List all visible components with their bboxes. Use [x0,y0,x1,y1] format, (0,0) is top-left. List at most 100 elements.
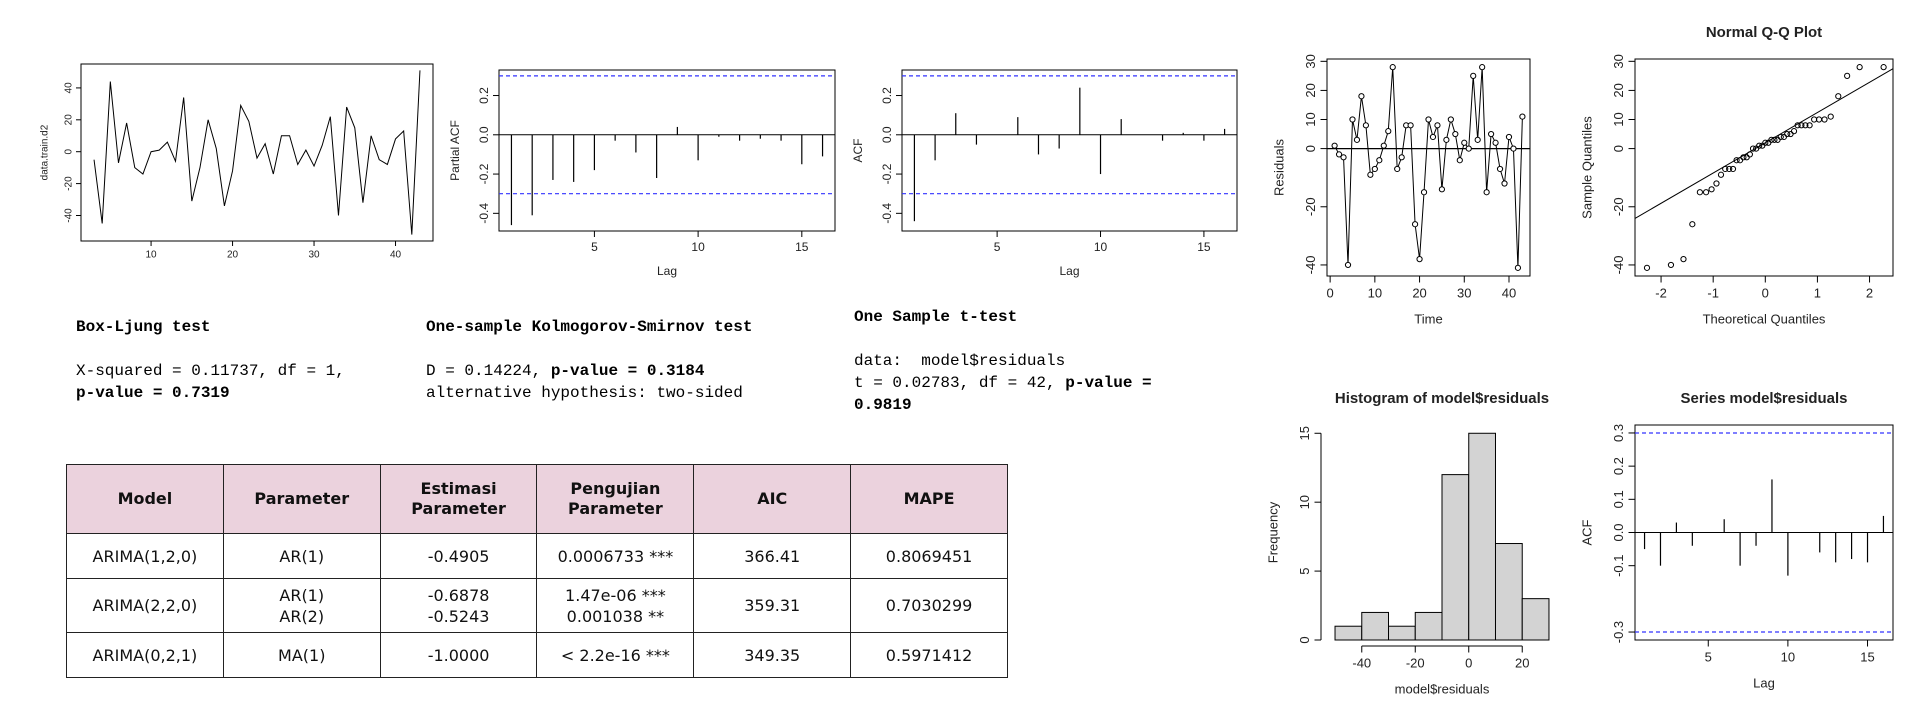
header-cell: MAPE [850,464,1008,534]
x-tick-label: 20 [1515,656,1529,671]
point [1784,130,1791,138]
table-row: ARIMA(1,2,0) AR(1) -0.4905 0.0006733 *** 366… [66,533,1008,579]
x-axis-label: Lag [1059,264,1079,278]
cell-line: ARIMA(1,2,0) [92,546,198,566]
point [1514,264,1522,271]
point [1389,64,1396,71]
point [1385,128,1392,135]
point [1456,157,1463,164]
point [1380,142,1387,149]
table-cell: AR(1) AR(2) [222,578,381,633]
model-table: Model Parameter Estimasi Parameter Pengujia… [66,464,1008,678]
point [1367,171,1374,178]
y-tick-label: 0.2 [880,87,894,104]
plot-frame [498,69,836,232]
point [1643,264,1651,271]
hist-bar [1334,625,1363,641]
test-text: p-value = [1065,374,1152,392]
point [1722,165,1729,173]
cell-line: < 2.2e-16 *** [560,645,670,665]
point [1335,151,1343,158]
table-cell: AR(1) [222,533,381,579]
y-tick-label: 30 [1611,54,1626,68]
test-text: p-value = 0.7319 [76,384,230,402]
point [1780,133,1788,141]
header-cell: AIC [693,464,852,534]
point [1787,130,1794,138]
point [1429,133,1437,141]
x-axis-label: model$residuals [1395,682,1490,697]
y-tick-label: 20 [64,114,75,126]
y-tick-label: 0.0 [1611,523,1626,541]
x-tick-label: 40 [390,250,402,261]
y-tick-label: 0.0 [477,126,491,143]
y-axis-label: ACF [1580,519,1595,545]
cell-line: 1.47e-06 *** [565,585,666,605]
y-tick-label: -0.1 [1611,554,1626,576]
point [1425,116,1432,123]
y-tick-label: 0 [1611,145,1626,152]
point [1465,145,1472,152]
x-tick-label: 1 [1814,286,1821,301]
x-tick-label: 40 [1502,286,1516,301]
point [1746,151,1753,158]
point [1344,261,1352,269]
x-tick-label: 30 [308,250,320,261]
test-line: p-value = 0.7319 [76,382,345,404]
point [1479,64,1486,71]
test-text: X-squared = 0.11737, df = 1, [76,362,345,380]
y-tick-label: -0.2 [880,163,894,184]
cell-line: AR(1) [279,546,325,566]
x-tick-label: 10 [691,240,705,254]
test-line: 0.9819 [854,394,1152,416]
x-tick-label: 10 [146,250,158,261]
y-axis-label: Residuals [1272,138,1287,196]
x-tick-label: 0 [1327,286,1334,301]
x-axis-label: Time [1414,312,1442,327]
y-axis-label: ACF [851,139,865,163]
x-tick-label: 15 [1860,650,1874,665]
point [1774,136,1781,143]
x-axis-label: Theoretical Quantiles [1703,312,1826,327]
y-tick-label: 10 [1297,495,1312,509]
table-cell: ARIMA(0,2,1) [66,632,224,678]
plot: -2 -1 0 1 2 -40 -20 0 10 20 30 Normal Q-Q Plot Theor… [1580,24,1894,327]
table-row: ARIMA(0,2,1) MA(1) -1.0000 < 2.2e-16 *** 349… [66,632,1008,678]
x-tick-label: 0 [1762,286,1769,301]
cell-line: ARIMA(2,2,0) [92,596,198,615]
x-tick-label: 10 [1094,240,1108,254]
y-tick-label: -0.3 [1611,621,1626,643]
point [1713,180,1720,187]
hist-bar [1494,543,1523,641]
point [1856,64,1863,71]
cell-line: 0.8069451 [885,546,973,566]
test-text: D = 0.14224, [426,362,551,380]
plot: 5 10 15 -0.4 -0.2 0.0 0.2 Lag ACF [851,69,1238,278]
point [1496,165,1504,173]
table-cell: -0.6878 -0.5243 [379,578,538,633]
table-cell: 1.47e-06 *** 0.001038 ** [536,578,695,633]
point [1411,221,1419,228]
x-tick-label: 0 [1465,656,1472,671]
table-row: ARIMA(2,2,0) AR(1) AR(2) -0.6878 -0.5243 1.47… [66,578,1008,633]
point [1680,256,1687,263]
plot-frame [901,69,1238,232]
table-cell: 359.31 [693,578,852,633]
y-axis-label: Frequency [1266,501,1281,563]
y-tick-label: 0.2 [1611,457,1626,475]
plot-frame [1326,58,1531,277]
x-tick-label: 2 [1866,286,1873,301]
x-axis-label: Lag [1753,676,1775,691]
test-output: One-sample Kolmogorov-Smirnov test D = 0.… [426,316,752,404]
point [1331,142,1338,149]
point [1790,128,1798,135]
hist-bar [1468,432,1496,641]
table-cell: ARIMA(1,2,0) [66,533,224,579]
test-text: 0.9819 [854,396,912,414]
x-axis-label: Lag [657,264,677,278]
chart-title: Series model$residuals [1681,390,1848,407]
cell-line: 0.0006733 *** [557,546,674,566]
point [1827,113,1834,120]
x-tick-label: 20 [1412,286,1426,301]
cell-line: ARIMA(0,2,1) [92,645,198,665]
